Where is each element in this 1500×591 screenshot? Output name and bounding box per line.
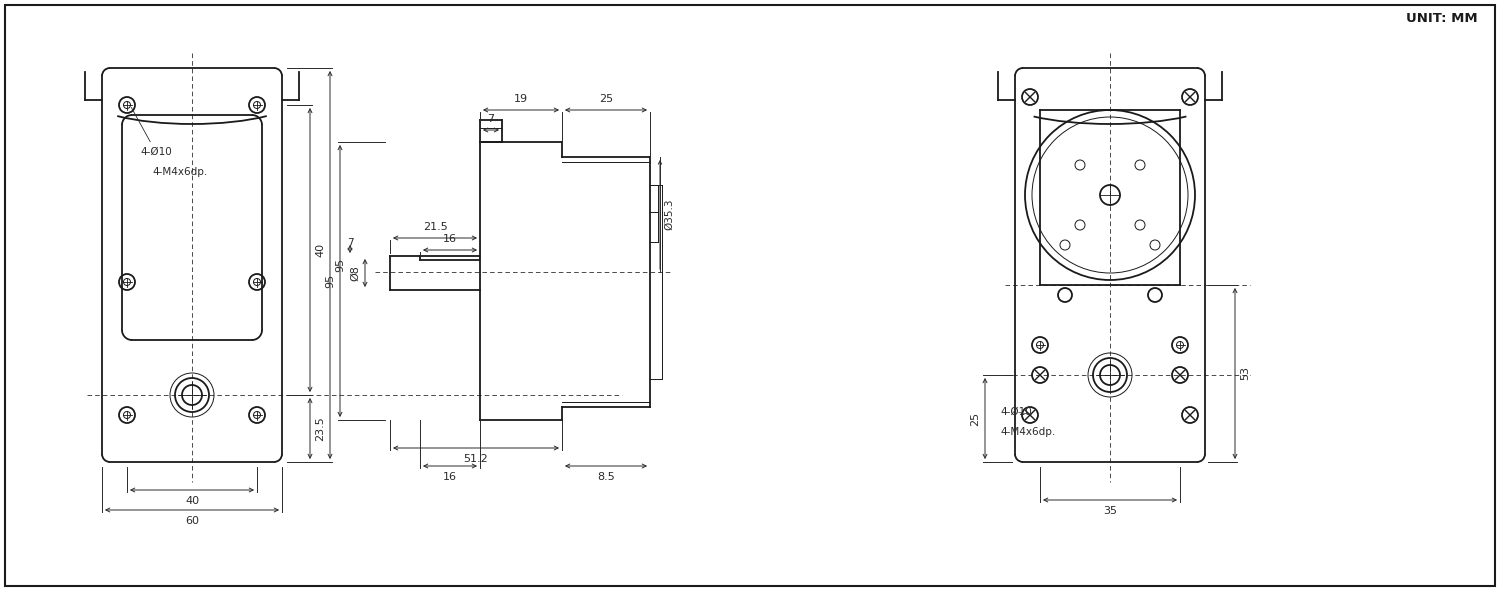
Text: 8.5: 8.5 <box>597 472 615 482</box>
Text: 19: 19 <box>514 94 528 104</box>
Text: Ø8: Ø8 <box>350 265 360 281</box>
Text: 4-M4x6dp.: 4-M4x6dp. <box>152 167 207 177</box>
Text: 95: 95 <box>326 274 334 288</box>
Text: UNIT: MM: UNIT: MM <box>1407 12 1478 25</box>
Text: Ø35.3: Ø35.3 <box>664 198 674 230</box>
Text: 40: 40 <box>184 496 200 506</box>
Text: 23.5: 23.5 <box>315 416 326 441</box>
Text: 51.2: 51.2 <box>464 454 489 464</box>
Text: 4-Ø10: 4-Ø10 <box>1000 407 1032 417</box>
Text: 25: 25 <box>598 94 613 104</box>
Text: 16: 16 <box>442 234 458 244</box>
Text: 25: 25 <box>970 411 980 426</box>
Text: 60: 60 <box>184 516 200 526</box>
Text: 7: 7 <box>488 114 495 124</box>
Text: 40: 40 <box>315 243 326 257</box>
Text: 53: 53 <box>1240 366 1250 381</box>
Text: 16: 16 <box>442 472 458 482</box>
Text: 4-M4x6dp.: 4-M4x6dp. <box>1000 427 1056 437</box>
Text: 95: 95 <box>334 258 345 272</box>
Text: 35: 35 <box>1102 506 1118 516</box>
Text: 7: 7 <box>346 238 354 248</box>
Text: 4-Ø10: 4-Ø10 <box>132 108 171 157</box>
Text: 21.5: 21.5 <box>423 222 447 232</box>
